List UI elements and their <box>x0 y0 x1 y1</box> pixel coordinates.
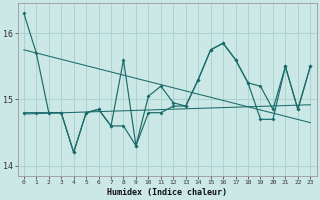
X-axis label: Humidex (Indice chaleur): Humidex (Indice chaleur) <box>107 188 227 197</box>
